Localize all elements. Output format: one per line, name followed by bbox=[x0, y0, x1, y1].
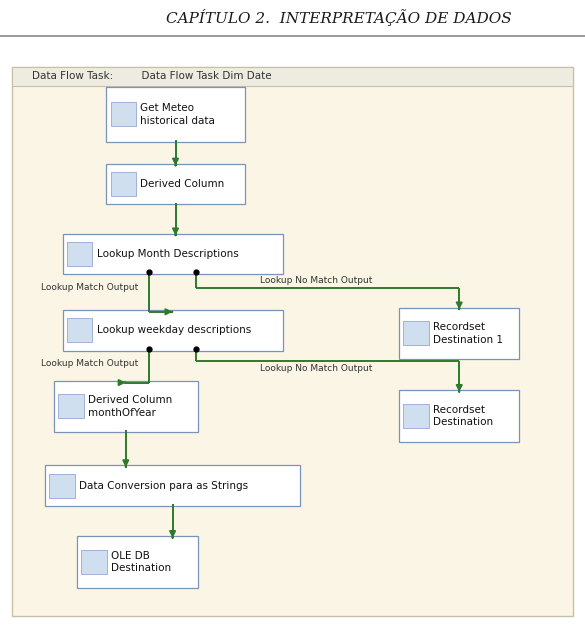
Text: Lookup Month Descriptions: Lookup Month Descriptions bbox=[97, 249, 238, 259]
Text: Derived Column: Derived Column bbox=[140, 179, 225, 189]
Text: Recordset
Destination 1: Recordset Destination 1 bbox=[433, 322, 503, 345]
FancyBboxPatch shape bbox=[81, 550, 107, 574]
FancyBboxPatch shape bbox=[58, 394, 84, 418]
Text: Lookup Match Output: Lookup Match Output bbox=[41, 283, 138, 292]
Text: Lookup No Match Output: Lookup No Match Output bbox=[260, 276, 373, 285]
FancyBboxPatch shape bbox=[106, 87, 245, 142]
FancyBboxPatch shape bbox=[67, 242, 92, 266]
FancyBboxPatch shape bbox=[106, 164, 245, 204]
Text: OLE DB
Destination: OLE DB Destination bbox=[111, 551, 171, 573]
Text: Lookup weekday descriptions: Lookup weekday descriptions bbox=[97, 325, 251, 335]
Text: Get Meteo
historical data: Get Meteo historical data bbox=[140, 103, 215, 126]
Text: CAPÍTULO 2.  INTERPRETAÇÃO DE DADOS: CAPÍTULO 2. INTERPRETAÇÃO DE DADOS bbox=[166, 10, 512, 26]
FancyBboxPatch shape bbox=[399, 390, 519, 442]
FancyBboxPatch shape bbox=[111, 172, 136, 196]
FancyBboxPatch shape bbox=[67, 318, 92, 342]
FancyBboxPatch shape bbox=[77, 536, 198, 588]
FancyBboxPatch shape bbox=[45, 465, 300, 506]
FancyBboxPatch shape bbox=[399, 308, 519, 359]
FancyBboxPatch shape bbox=[63, 234, 283, 274]
Text: Lookup No Match Output: Lookup No Match Output bbox=[260, 364, 373, 373]
FancyBboxPatch shape bbox=[403, 321, 429, 345]
Text: Data Flow Task:: Data Flow Task: bbox=[32, 70, 113, 81]
FancyBboxPatch shape bbox=[111, 102, 136, 126]
Text: Lookup Match Output: Lookup Match Output bbox=[41, 359, 138, 368]
FancyBboxPatch shape bbox=[12, 67, 573, 86]
Text: Derived Column
monthOfYear: Derived Column monthOfYear bbox=[88, 395, 172, 418]
Text: Data Flow Task Dim Date: Data Flow Task Dim Date bbox=[135, 70, 271, 81]
Text: Recordset
Destination: Recordset Destination bbox=[433, 404, 493, 427]
FancyBboxPatch shape bbox=[49, 474, 75, 498]
FancyBboxPatch shape bbox=[0, 0, 585, 35]
FancyBboxPatch shape bbox=[63, 310, 283, 351]
FancyBboxPatch shape bbox=[12, 67, 573, 616]
Text: Data Conversion para as Strings: Data Conversion para as Strings bbox=[79, 481, 248, 491]
FancyBboxPatch shape bbox=[54, 380, 198, 432]
FancyBboxPatch shape bbox=[403, 404, 429, 428]
FancyBboxPatch shape bbox=[0, 36, 585, 67]
